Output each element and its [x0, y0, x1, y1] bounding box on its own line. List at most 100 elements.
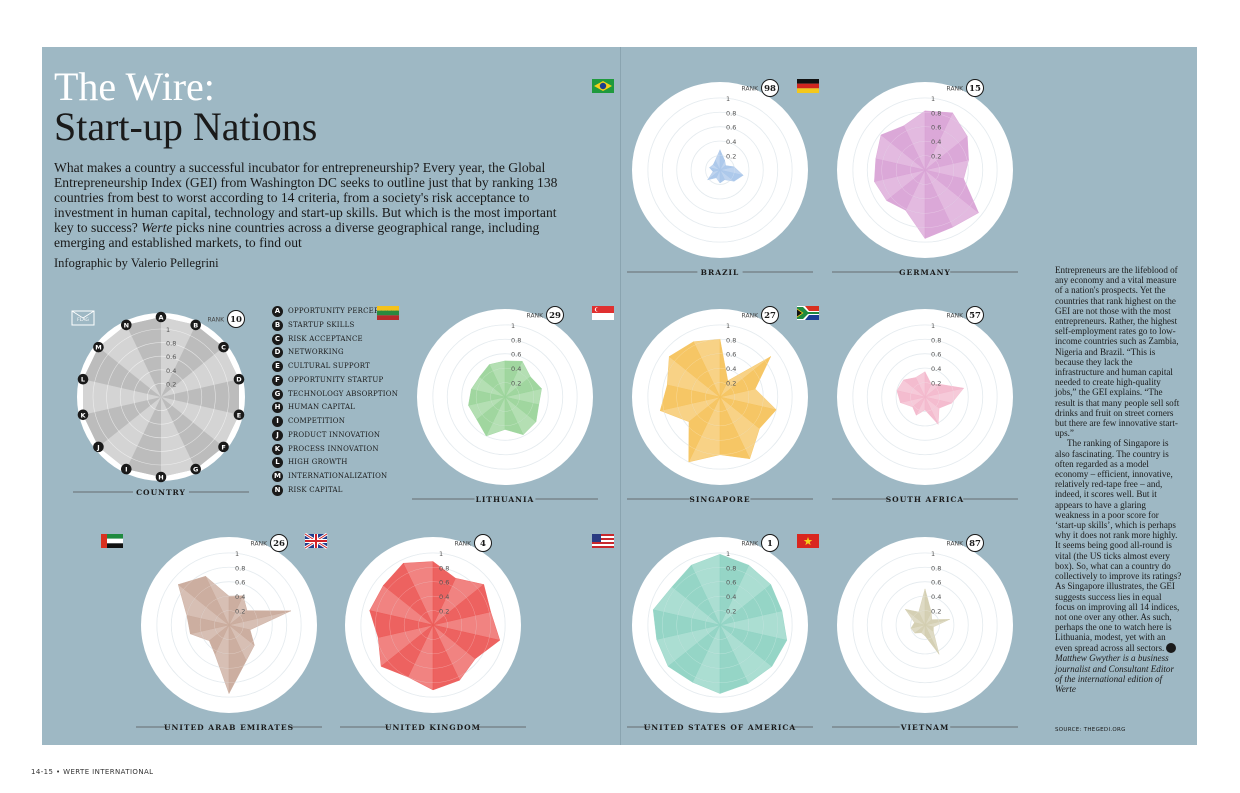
grid-ring-overlay [676, 353, 764, 441]
radar-key: 0.2 0.4 0.6 0.8 1A B C D E F G H I J K L M N RANK 10 FLAG COU… [71, 310, 249, 497]
flag-canton [592, 534, 601, 542]
grid-ring-overlay [895, 367, 955, 427]
key-segment-m [98, 324, 161, 397]
tick-label: 0.6 [439, 579, 449, 587]
grid-ring-overlay [461, 353, 549, 441]
rank-value: 87 [969, 539, 981, 549]
axis-marker-h [155, 471, 167, 483]
grid-ring-overlay [910, 382, 940, 412]
flag-pall [797, 307, 819, 319]
flag-envelope-fold [71, 310, 95, 319]
country-name: SINGAPORE [689, 495, 750, 504]
legend-label: RISK CAPITAL [288, 485, 343, 494]
grid-ring-overlay [662, 567, 778, 683]
tick-label: 0.8 [931, 564, 941, 572]
country-name: COUNTRY [136, 488, 186, 497]
intro-paragraph: What makes a country a successful incuba… [54, 160, 574, 250]
key-grid-ring [106, 342, 216, 452]
tick-label: 1 [726, 322, 730, 330]
sidebar-paragraph-1: Entrepreneurs are the lifeblood of any e… [1055, 265, 1180, 439]
grid-ring-overlay [490, 382, 520, 412]
tick-label: 1 [166, 326, 170, 334]
tick-label: 1 [235, 550, 239, 558]
grid-ring-overlay [662, 339, 778, 455]
key-segment-k [83, 379, 161, 415]
legend-label: NETWORKING [288, 348, 344, 357]
grid-ring-overlay [447, 339, 563, 455]
page-spine [620, 47, 621, 745]
rank-label: RANK [742, 541, 760, 548]
tick-label: 1 [931, 322, 935, 330]
flag-outline [71, 310, 95, 326]
tick-label: 0.8 [726, 336, 736, 344]
radar-segment-n [903, 110, 926, 171]
country-name: LITHUANIA [476, 495, 535, 504]
axis-marker-f [218, 441, 229, 453]
grid-ring [866, 566, 984, 684]
axis-marker-a [155, 311, 167, 323]
uk-flag-icon [304, 532, 328, 550]
rank-badge [966, 79, 984, 97]
tick-label: 0.4 [931, 138, 941, 146]
radar-brazil: 0.2 0.4 0.6 0.8 1 RANK 98 BRAZIL [592, 79, 813, 277]
rank-label: RANK [947, 86, 965, 93]
rank-label: RANK [251, 541, 269, 548]
key-segment-i [98, 397, 161, 470]
flag-stripe [377, 310, 399, 316]
germany-flag-icon [797, 79, 819, 93]
flag-hoist-band [101, 534, 107, 548]
infographic-credit: Infographic by Valerio Pellegrini [54, 256, 219, 270]
name-mask [899, 267, 951, 277]
grid-ring-overlay [403, 595, 463, 655]
flag-cross-red [305, 534, 327, 548]
name-mask [474, 494, 536, 504]
axis-marker-i [120, 463, 132, 475]
tick-label: 0.2 [726, 153, 736, 161]
flag-stripe [797, 79, 819, 84]
tick-label: 0.4 [931, 593, 941, 601]
tick-label: 0.2 [439, 608, 449, 616]
intro-text-part1: What makes a country a successful incuba… [54, 160, 558, 235]
tick-label: 0.2 [931, 153, 941, 161]
grid-ring-overlay [475, 367, 535, 427]
key-segment-h [126, 397, 161, 477]
page-footer: 14-15 • WERTE INTERNATIONAL [31, 768, 154, 776]
axis-letter: L [81, 376, 85, 384]
end-mark-icon [1166, 643, 1177, 654]
axis-marker-m [93, 341, 104, 353]
flag-placeholder-label: FLAG [77, 317, 89, 323]
grid-ring [647, 324, 793, 470]
key-segment-g [161, 397, 196, 477]
flag-stripe [592, 546, 614, 548]
lithuania-flag-icon [377, 306, 399, 320]
tick-label: 0.8 [726, 564, 736, 572]
flag-stripe [101, 543, 123, 548]
grid-ring-overlay [881, 353, 969, 441]
key-segment-a [161, 317, 196, 397]
radar-segment-n [402, 561, 434, 626]
flag-stripe [797, 306, 819, 313]
name-mask [133, 487, 189, 497]
tick-label: 0.2 [726, 380, 736, 388]
intro-text-part2: picks nine countries across a diverse ge… [54, 220, 540, 250]
radar-usa: 0.2 0.4 0.6 0.8 1 RANK 1 UNITED STATES OF AMERI… [592, 534, 813, 732]
legend-label: HUMAN CAPITAL [288, 403, 356, 412]
country-name: GERMANY [899, 268, 951, 277]
grid-ring [866, 338, 984, 456]
country-name: SOUTH AFRICA [886, 495, 964, 504]
axis-letter: K [80, 411, 86, 419]
flag-stripe [592, 536, 614, 538]
name-mask [170, 722, 288, 732]
tick-label: 0.8 [511, 336, 521, 344]
axis-marker-k [77, 409, 89, 421]
key-grid-ring [133, 369, 189, 425]
legend-letter-badge: I [272, 416, 283, 427]
grid-ring-overlay [910, 155, 940, 185]
legend-letter-badge: J [272, 429, 283, 441]
rank-badge [546, 306, 564, 324]
tick-label: 0.6 [931, 124, 941, 132]
tick-label: 0.2 [511, 380, 521, 388]
grid-ring-overlay [156, 552, 302, 698]
grid-ring-overlay [895, 595, 955, 655]
rank-value: 4 [480, 539, 486, 549]
